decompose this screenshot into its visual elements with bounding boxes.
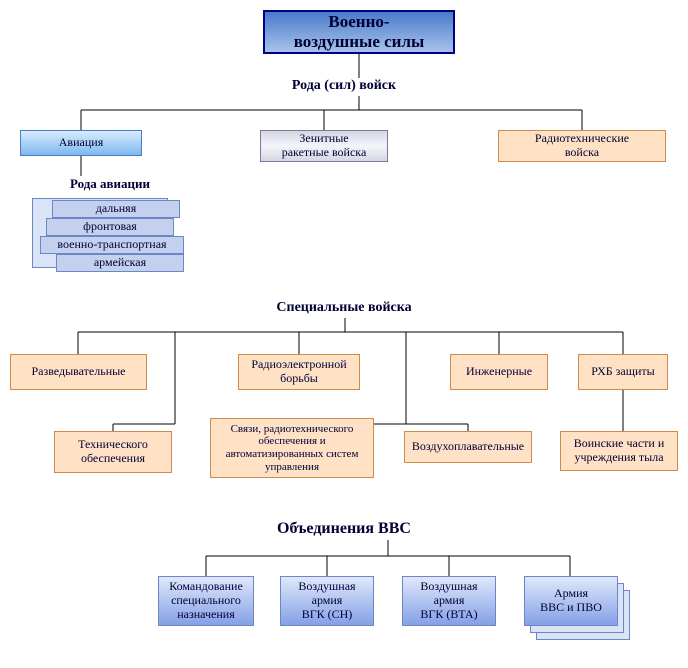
vvc-vgk-vta: Воздушная армия ВГК (ВТА)	[402, 576, 496, 626]
spec-rhb: РХБ защиты	[578, 354, 668, 390]
spec-tech: Технического обеспечения	[54, 431, 172, 473]
heading-roda-aviation: Рода авиации	[40, 176, 180, 192]
heading-special: Специальные войска	[0, 300, 688, 316]
spec-reb: Радиоэлектронной борьбы	[238, 354, 360, 390]
aviation-type-2: военно-транспортная	[40, 236, 184, 254]
spec-rear: Воинские части и учреждения тыла	[560, 431, 678, 471]
org-chart-canvas: Военно- воздушные силы Рода (сил) войск …	[0, 0, 688, 668]
vvc-vgk-sn: Воздушная армия ВГК (СН)	[280, 576, 374, 626]
heading-roda-sil: Рода (сил) войск	[0, 78, 688, 94]
spec-eng: Инженерные	[450, 354, 548, 390]
spec-comm: Связи, радиотехнического обеспечения и а…	[210, 418, 374, 478]
aviation-type-3: армейская	[56, 254, 184, 272]
title-line2: воздушные силы	[294, 32, 425, 52]
branch-radiotech: Радиотехнические войска	[498, 130, 666, 162]
aviation-type-1: фронтовая	[46, 218, 174, 236]
vvc-kso: Командование специального назначения	[158, 576, 254, 626]
heading-vvc: Объединения ВВС	[0, 520, 688, 538]
branch-zenith: Зенитные ракетные войска	[260, 130, 388, 162]
vvc-army: Армия ВВС и ПВО	[524, 576, 618, 626]
branch-aviation: Авиация	[20, 130, 142, 156]
title-box: Военно- воздушные силы	[263, 10, 455, 54]
aviation-type-0: дальняя	[52, 200, 180, 218]
title-line1: Военно-	[294, 12, 425, 32]
spec-recon: Разведывательные	[10, 354, 147, 390]
spec-aero: Воздухоплавательные	[404, 431, 532, 463]
